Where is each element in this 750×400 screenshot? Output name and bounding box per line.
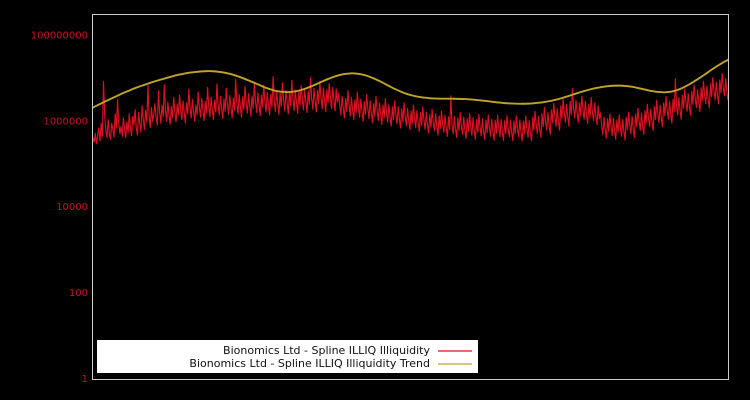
data-series-group <box>93 58 728 145</box>
legend-background <box>97 340 478 373</box>
y-axis-tick-1: 1000000 <box>43 116 88 127</box>
chart-legend: Bionomics Ltd - Spline ILLIQ Illiquidity… <box>97 340 478 373</box>
legend-label-illiquidity: Bionomics Ltd - Spline ILLIQ Illiquidity <box>223 344 430 357</box>
series-line-trend <box>93 58 728 109</box>
y-axis-tick-labels: 100000000 1000000 10000 100 1 <box>31 30 88 385</box>
plot-area-border <box>92 14 729 380</box>
y-axis-tick-2: 10000 <box>56 202 88 213</box>
series-line-illiquidity <box>93 72 728 145</box>
legend-label-illiquidity-trend: Bionomics Ltd - Spline ILLIQ Illiquidity… <box>189 357 430 370</box>
y-axis-tick-4: 1 <box>82 374 88 385</box>
y-axis-tick-0: 100000000 <box>31 30 88 41</box>
y-axis-tick-3: 100 <box>69 288 88 299</box>
